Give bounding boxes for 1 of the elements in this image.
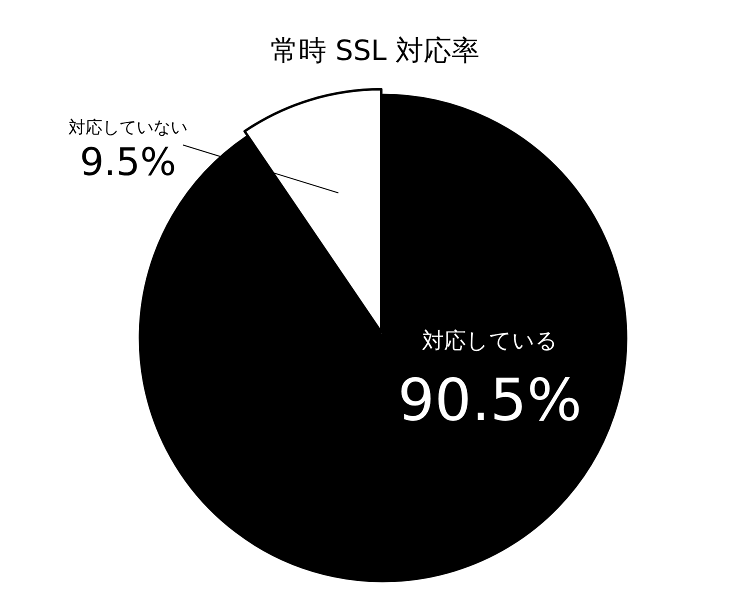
title: 常時 SSL 対応率	[270, 34, 480, 67]
